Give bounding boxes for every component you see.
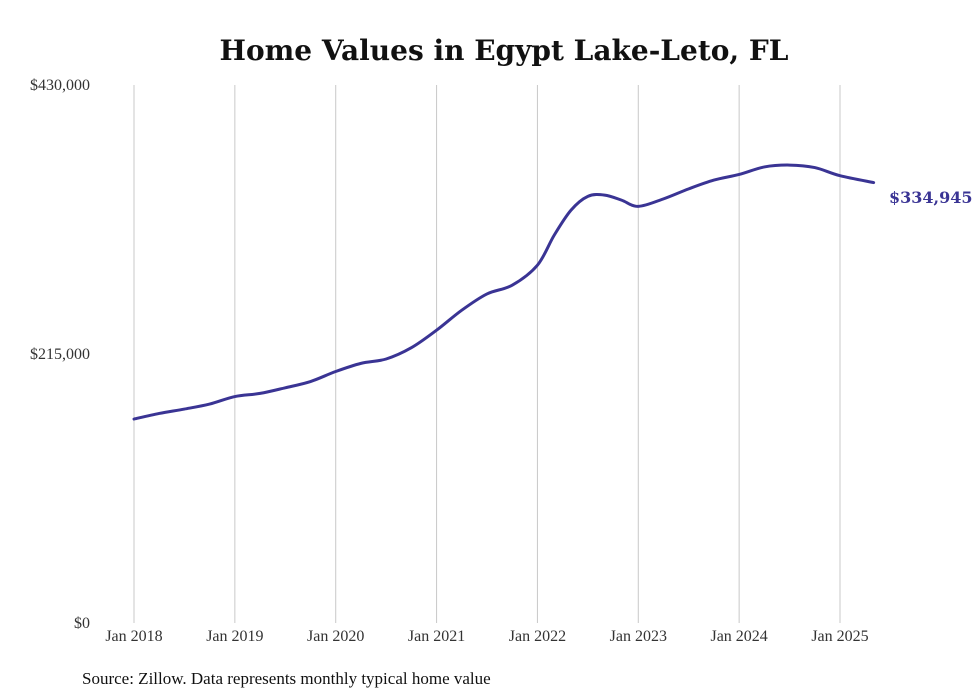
y-axis-tick-labels: $0 $215,000 $430,000: [30, 77, 90, 632]
x-tick-label: Jan 2022: [509, 628, 566, 645]
x-tick-label: Jan 2019: [206, 628, 263, 645]
x-tick-label: Jan 2025: [811, 628, 868, 645]
x-tick-label: Jan 2020: [307, 628, 364, 645]
x-axis-tick-labels: Jan 2018 Jan 2019 Jan 2020 Jan 2021 Jan 2022…: [105, 628, 868, 645]
end-value-label: $334,945: [889, 188, 973, 207]
series-line: [132, 163, 876, 421]
x-tick-label: Jan 2024: [710, 628, 767, 645]
y-tick-label: $0: [74, 615, 90, 632]
y-tick-label: $430,000: [30, 77, 90, 94]
x-tick-label: Jan 2023: [610, 628, 667, 645]
grid-lines: [133, 85, 841, 623]
y-tick-label: $215,000: [30, 346, 90, 363]
x-tick-label: Jan 2021: [408, 628, 465, 645]
source-note: Source: Zillow. Data represents monthly …: [82, 669, 491, 688]
chart-title: Home Values in Egypt Lake-Leto, FL: [220, 34, 789, 67]
series-layer: [132, 163, 876, 421]
x-tick-label: Jan 2018: [105, 628, 162, 645]
